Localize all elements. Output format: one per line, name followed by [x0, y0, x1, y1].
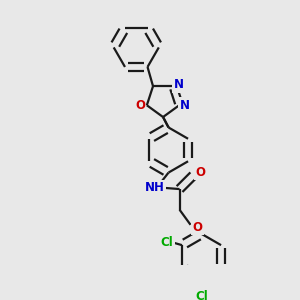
Text: Cl: Cl — [195, 290, 208, 300]
Text: N: N — [174, 78, 184, 91]
Text: NH: NH — [145, 181, 165, 194]
Text: Cl: Cl — [160, 236, 173, 249]
Text: O: O — [195, 166, 205, 179]
Text: O: O — [192, 221, 203, 234]
Text: O: O — [135, 99, 145, 112]
Text: N: N — [180, 99, 190, 112]
